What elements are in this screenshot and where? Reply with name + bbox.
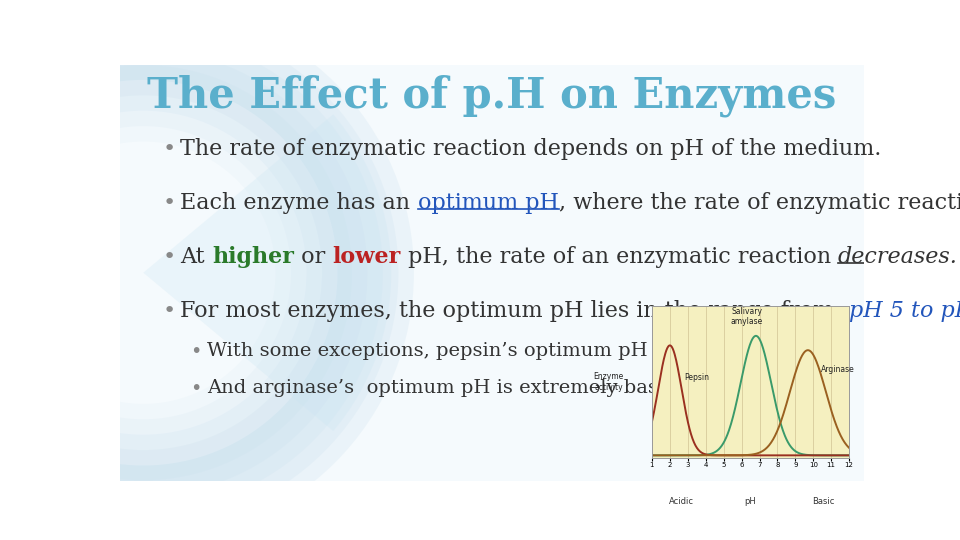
Wedge shape	[143, 114, 392, 431]
Text: •: •	[162, 301, 176, 321]
Text: The Effect of p.H on Enzymes: The Effect of p.H on Enzymes	[147, 75, 837, 117]
Text: •: •	[162, 193, 176, 213]
Text: higher: higher	[212, 246, 294, 268]
Text: decreases.: decreases.	[838, 246, 958, 268]
Text: •: •	[162, 139, 176, 159]
Text: •: •	[190, 342, 202, 361]
Text: With some exceptions, pepsin’s optimum pH is extremely acidic.: With some exceptions, pepsin’s optimum p…	[206, 342, 846, 360]
Text: pH 5 to pH 9.: pH 5 to pH 9.	[849, 300, 960, 322]
Text: At: At	[180, 246, 212, 268]
Text: lower: lower	[332, 246, 400, 268]
Text: •: •	[162, 247, 176, 267]
Text: Each enzyme has an: Each enzyme has an	[180, 192, 418, 214]
Text: For most enzymes, the optimum pH lies in the range from: For most enzymes, the optimum pH lies in…	[180, 300, 849, 322]
Text: The rate of enzymatic reaction depends on pH of the medium.: The rate of enzymatic reaction depends o…	[180, 138, 882, 160]
Text: And arginase’s  optimum pH is extremely basic.: And arginase’s optimum pH is extremely b…	[206, 379, 682, 397]
Text: optimum pH: optimum pH	[418, 192, 559, 214]
Text: pH, the rate of an enzymatic reaction: pH, the rate of an enzymatic reaction	[400, 246, 838, 268]
Text: •: •	[190, 379, 202, 397]
Text: , where the rate of enzymatic reaction is maximum.: , where the rate of enzymatic reaction i…	[559, 192, 960, 214]
Text: or: or	[294, 246, 332, 268]
